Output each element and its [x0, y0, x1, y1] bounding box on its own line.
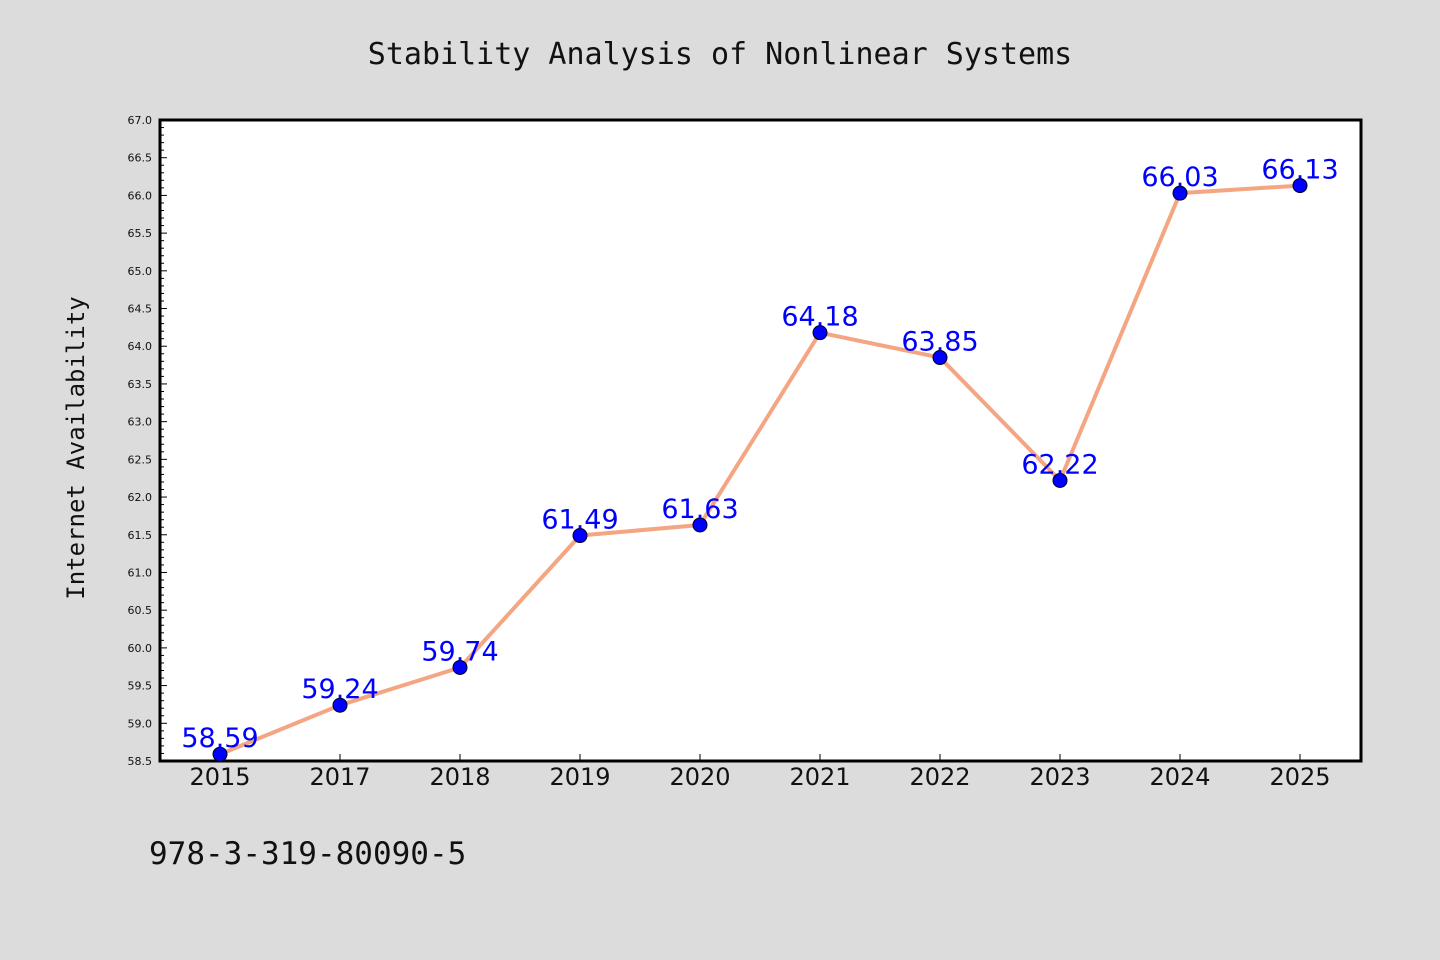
x-tick-label: 2020 [669, 763, 730, 791]
data-point [1292, 178, 1308, 194]
data-label: 66.13 [1261, 155, 1338, 186]
y-tick-label: 59.0 [128, 717, 153, 730]
data-label: 61.63 [661, 494, 738, 525]
x-tick-label: 2018 [429, 763, 490, 791]
y-axis: 58.5 59.0 59.5 60.0 60.5 61.0 61.5 62.0 62.5 63.0… [128, 114, 167, 768]
isbn-text: 978-3-319-80090-5 [149, 836, 466, 872]
y-tick-label: 61.0 [128, 566, 153, 579]
data-point [452, 659, 468, 675]
data-point [932, 350, 948, 366]
y-tick-label: 62.5 [128, 453, 153, 466]
y-tick-label: 58.5 [128, 755, 153, 768]
y-tick-label: 64.5 [128, 303, 153, 316]
plot-area [158, 118, 1363, 763]
series-line [218, 183, 1302, 757]
y-tick-label: 62.0 [128, 491, 153, 504]
data-point [1172, 185, 1188, 201]
x-axis: 2015 2017 2018 2019 2020 2021 2022 2023 2024 2025 [189, 754, 1331, 791]
y-tick-label: 60.0 [128, 642, 153, 655]
series-group [212, 178, 1308, 762]
data-point [812, 325, 828, 341]
data-label: 59.74 [421, 636, 498, 667]
y-tick-label: 66.5 [128, 152, 153, 165]
x-tick-label: 2024 [1149, 763, 1210, 791]
data-label: 64.18 [781, 302, 858, 333]
y-tick-label: 64.0 [128, 340, 153, 353]
x-tick-label: 2019 [549, 763, 610, 791]
chart-title: Stability Analysis of Nonlinear Systems [368, 37, 1072, 72]
x-tick-label: 2021 [789, 763, 850, 791]
data-point [212, 746, 228, 762]
y-tick-label: 66.0 [128, 189, 153, 202]
data-point [692, 517, 708, 533]
x-tick-label: 2025 [1269, 763, 1330, 791]
y-tick-label: 63.5 [128, 378, 153, 391]
x-tick-label: 2022 [909, 763, 970, 791]
data-point [1052, 472, 1068, 488]
data-label: 59.24 [301, 674, 378, 705]
x-tick-label: 2023 [1029, 763, 1090, 791]
data-label: 66.03 [1141, 162, 1218, 193]
data-label: 63.85 [901, 327, 978, 358]
y-axis-label: Internet Availability [62, 296, 90, 599]
y-tick-label: 67.0 [128, 114, 153, 127]
data-label: 61.49 [541, 505, 618, 536]
y-tick-label: 59.5 [128, 680, 153, 693]
x-tick-label: 2017 [309, 763, 370, 791]
data-label: 58.59 [181, 723, 258, 754]
data-point [332, 697, 348, 713]
y-tick-label: 65.5 [128, 227, 153, 240]
data-label: 62.22 [1021, 449, 1098, 480]
y-tick-label: 60.5 [128, 604, 153, 617]
y-tick-label: 61.5 [128, 529, 153, 542]
y-tick-label: 65.0 [128, 265, 153, 278]
data-labels: 58.59 59.24 59.74 61.49 61.63 64.18 63.85 62.22… [181, 155, 1338, 755]
x-tick-label: 2015 [189, 763, 250, 791]
data-point [572, 528, 588, 544]
y-tick-label: 63.0 [128, 416, 153, 429]
